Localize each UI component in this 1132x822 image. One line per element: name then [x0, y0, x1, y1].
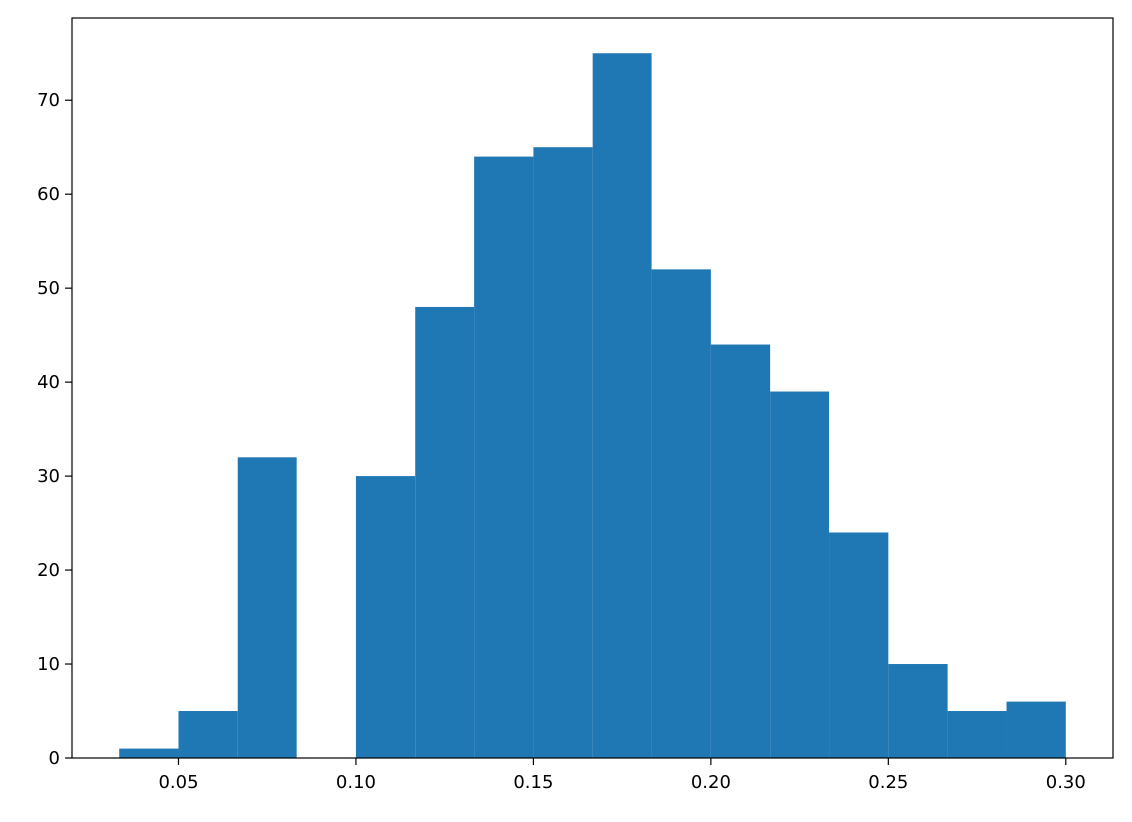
bar	[355, 476, 416, 758]
bar	[119, 748, 179, 758]
bar	[888, 664, 948, 758]
bar	[710, 344, 771, 758]
x-tick-label: 0.15	[513, 772, 553, 793]
x-tick-label: 0.25	[868, 772, 908, 793]
y-tick-label: 60	[37, 184, 60, 205]
bar	[178, 711, 238, 758]
bar	[415, 306, 475, 758]
y-tick-label: 50	[37, 278, 60, 299]
x-tick-label: 0.05	[158, 772, 198, 793]
x-tick-label: 0.20	[691, 772, 731, 793]
x-tick-label: 0.30	[1046, 772, 1086, 793]
y-tick-label: 70	[37, 90, 60, 111]
bar	[533, 147, 593, 758]
bar	[1006, 701, 1066, 758]
bar	[770, 391, 830, 758]
bar	[592, 53, 652, 758]
y-tick-label: 40	[37, 372, 60, 393]
y-tick-label: 20	[37, 560, 60, 581]
bar	[474, 156, 534, 759]
y-tick-label: 10	[37, 654, 60, 675]
y-tick-label: 0	[49, 748, 60, 769]
y-tick-label: 30	[37, 466, 60, 487]
plot-frame	[71, 17, 1114, 759]
bar	[651, 269, 711, 758]
bar	[237, 457, 297, 758]
bar	[829, 532, 889, 758]
bar	[947, 711, 1007, 758]
x-tick-label: 0.10	[336, 772, 376, 793]
